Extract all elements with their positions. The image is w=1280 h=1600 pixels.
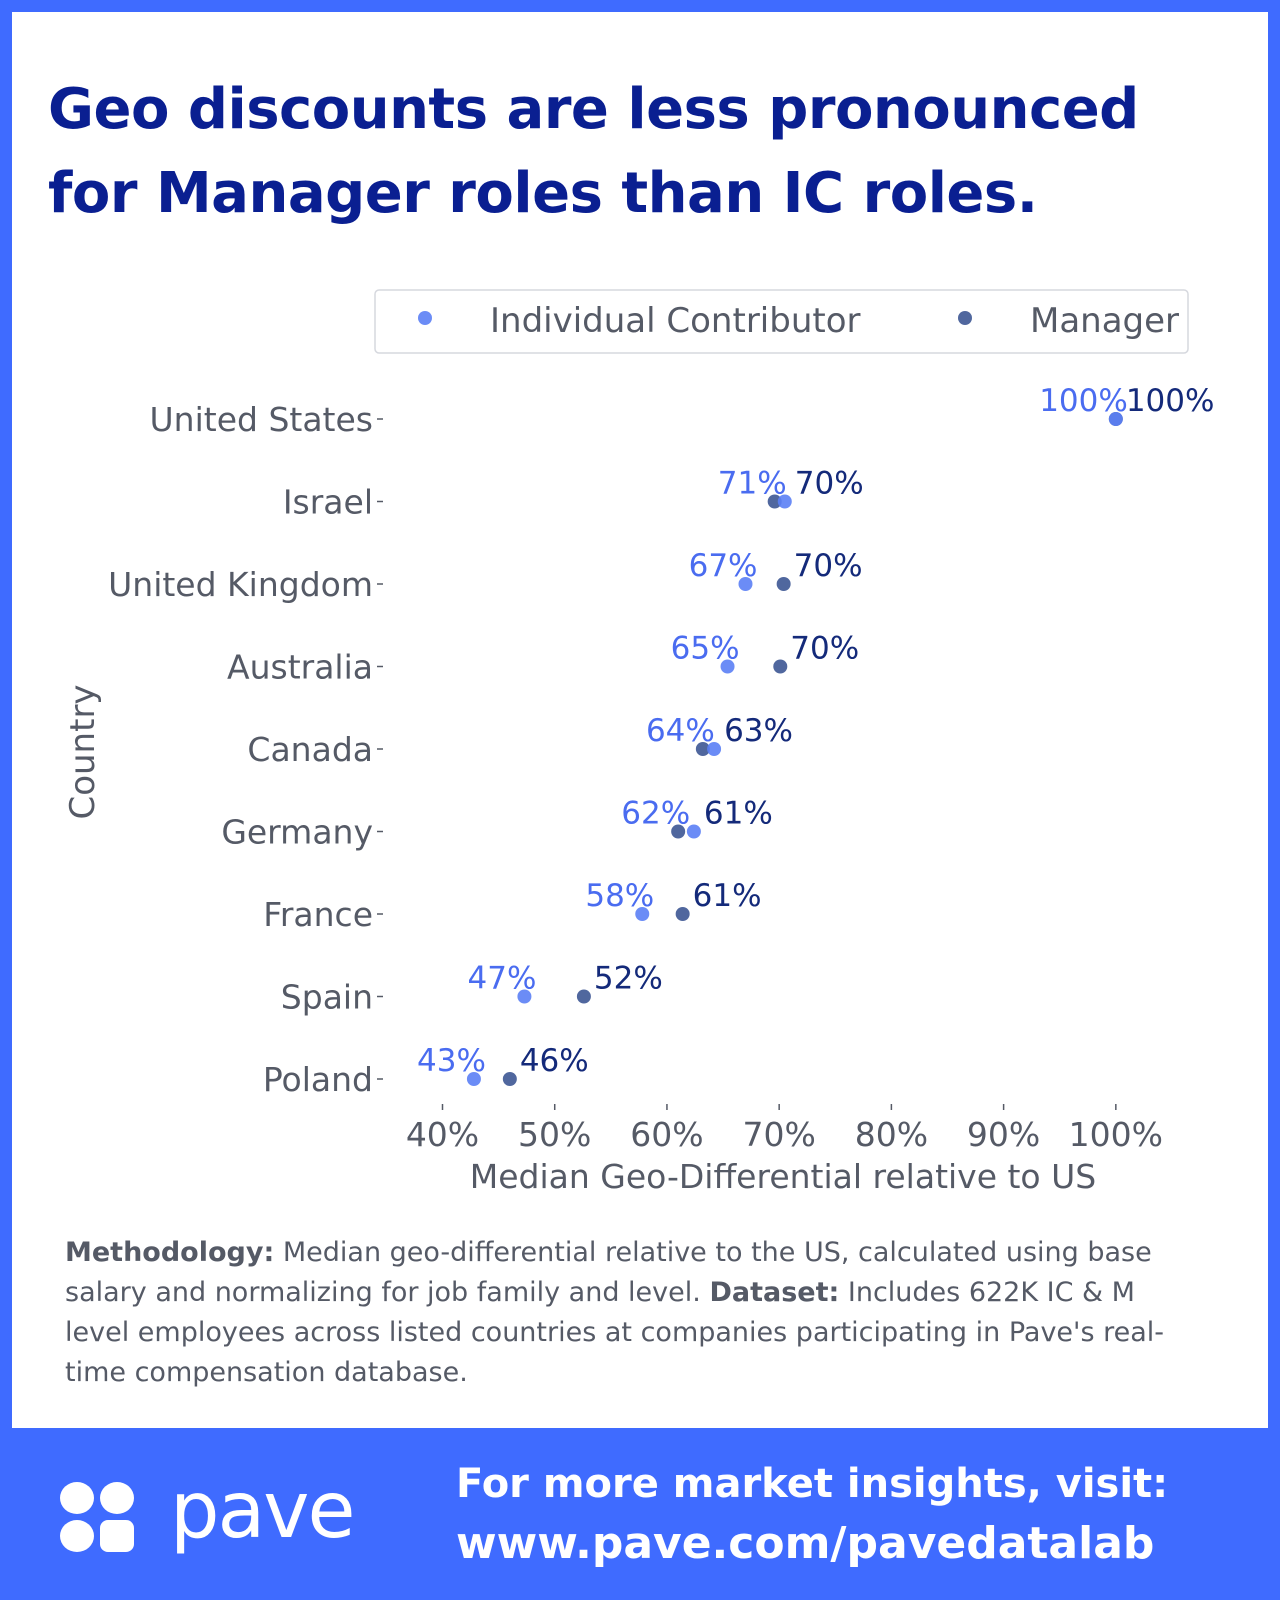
methodology-text: Median geo-differential relative to the … [65,1237,1152,1308]
dataset-label: Dataset: [709,1277,840,1308]
ic-data-label: 47% [468,961,537,997]
legend-box [374,289,1189,354]
infographic-card [12,12,1268,1428]
page-title: Geo discounts are less pronounced for Ma… [48,77,1139,226]
legend-ic-marker [418,311,432,325]
cta-link[interactable]: www.pave.com/pavedatalab [456,1518,1155,1569]
ic-data-label: 62% [621,796,690,832]
cta-line: For more market insights, visit: [456,1461,1169,1507]
y-tick-label: Australia [227,648,373,687]
manager-data-label: 63% [724,713,793,749]
x-tick-label: 60% [630,1115,703,1154]
methodology-note: Methodology: Median geo-differential rel… [65,1233,1205,1393]
footer-banner: pave For more market insights, visit: ww… [0,1428,1280,1600]
manager-point [671,824,686,839]
manager-point [576,989,591,1004]
manager-point [767,494,782,509]
ic-point [635,907,650,921]
manager-point [695,742,710,756]
ic-point [738,577,753,591]
manager-data-label: 70% [794,548,863,584]
manager-data-label: 100% [1126,383,1215,419]
ic-data-label: 71% [718,466,787,502]
pave-logo-text: pave [170,1466,355,1556]
manager-point [675,907,690,921]
ic-data-label: 64% [646,713,715,749]
manager-data-label: 52% [594,961,663,997]
y-tick-label: Germany [221,813,373,852]
ic-data-label: 58% [585,878,654,914]
manager-data-label: 61% [693,878,762,914]
x-axis-title: Median Geo-Differential relative to US [470,1157,1096,1196]
dot-plot-chart: Individual Contributor Manager Country M… [63,289,1214,1196]
ic-point [720,659,735,674]
y-tick-label: Canada [247,730,373,769]
y-tick-label: United States [150,400,373,439]
manager-data-label: 70% [795,466,864,502]
ic-point [707,742,722,756]
y-tick-label: Poland [263,1060,373,1099]
pave-logo-icon [60,1482,136,1552]
manager-point [776,577,791,591]
x-tick-label: 50% [518,1115,591,1154]
dataset-text: Includes 622K IC & M level employees acr… [65,1277,1165,1388]
x-tick-label: 40% [406,1115,479,1154]
legend-manager-marker [958,311,972,325]
y-axis-title: Country [63,684,103,819]
y-tick-label: Israel [283,483,373,522]
ic-point [686,824,701,839]
x-tick-label: 90% [967,1115,1040,1154]
y-tick-label: United Kingdom [108,565,373,604]
manager-point [773,659,788,674]
y-tick-label: France [263,895,373,934]
ic-point [777,494,792,509]
call-to-action: For more market insights, visit: www.pav… [456,1456,1168,1576]
legend-manager-label: Manager [1030,301,1179,341]
legend-ic-label: Individual Contributor [490,301,861,341]
plot-area: United States Israel United Kingdom Austral… [108,383,1214,1154]
manager-point [502,1072,517,1086]
ic-point [1108,412,1123,426]
ic-point [517,989,532,1004]
legend: Individual Contributor Manager [374,289,1189,354]
ic-point [466,1072,481,1086]
manager-data-label: 70% [790,631,859,667]
x-tick-label: 70% [742,1115,815,1154]
x-tick-label: 100% [1069,1115,1163,1154]
pave-logo[interactable]: pave [60,1472,355,1556]
x-tick-label: 80% [855,1115,928,1154]
methodology-label: Methodology: [65,1237,275,1268]
ic-data-label: 43% [417,1043,486,1079]
ic-data-label: 100% [1039,383,1128,419]
manager-data-label: 46% [520,1043,589,1079]
ic-data-label: 67% [689,548,758,584]
manager-data-label: 61% [704,796,773,832]
y-tick-label: Spain [281,978,373,1017]
ic-data-label: 65% [671,631,740,667]
